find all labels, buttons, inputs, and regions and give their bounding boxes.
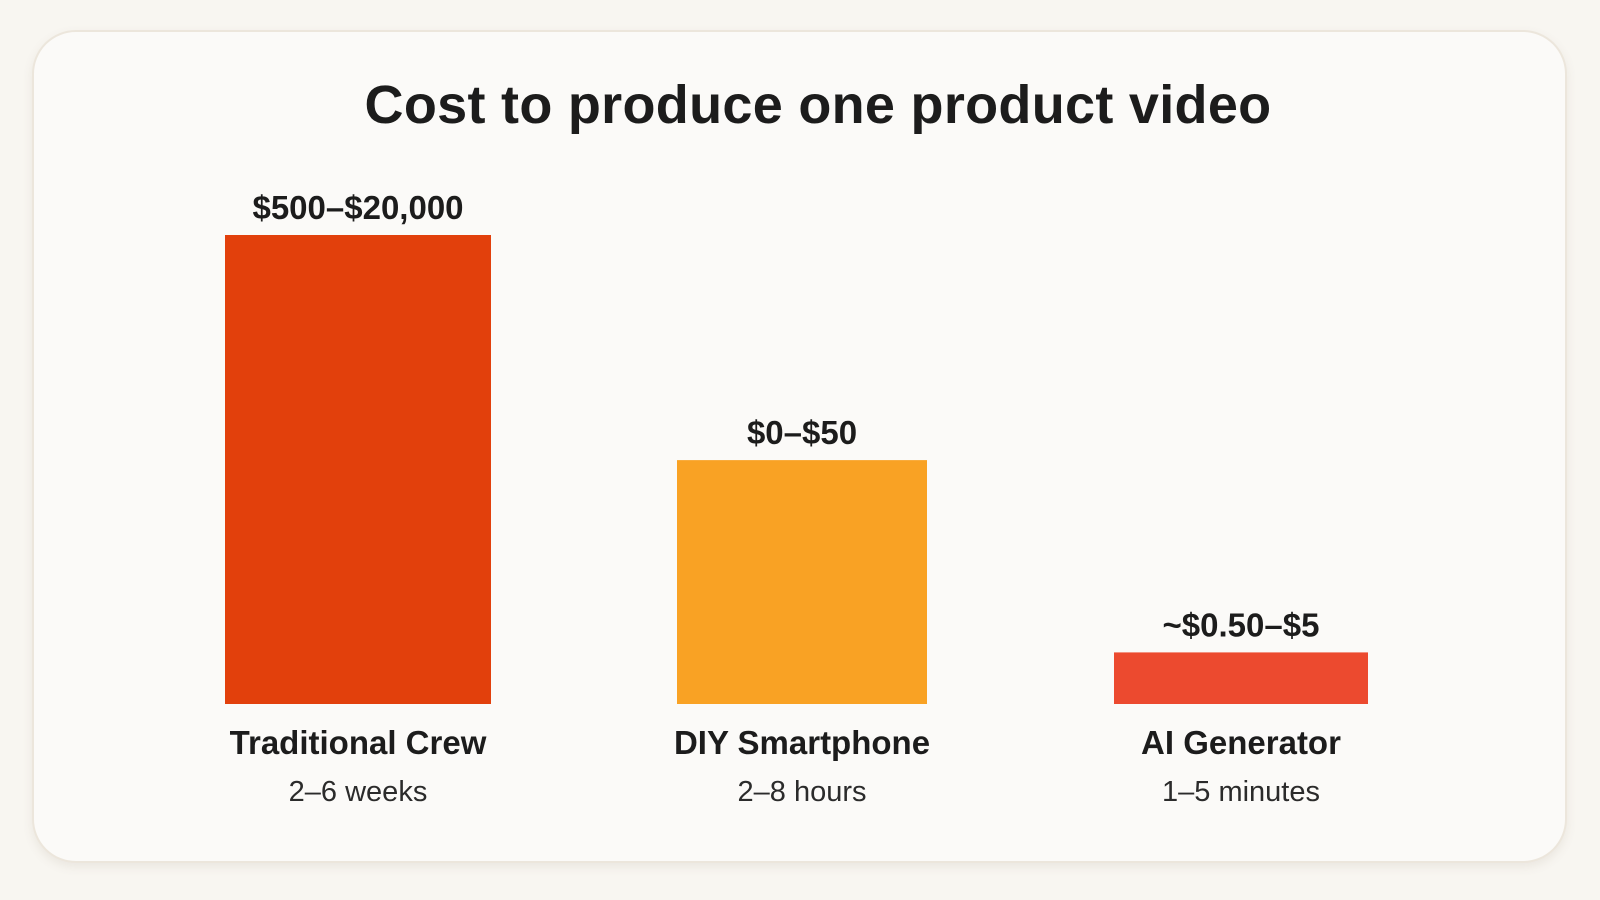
bar-2 [1114, 652, 1368, 704]
chart-title: Cost to produce one product video [364, 75, 1272, 135]
bar-0 [225, 235, 491, 704]
time-sublabel: 2–8 hours [738, 776, 867, 808]
time-sublabel: 1–5 minutes [1162, 776, 1320, 808]
category-label: AI Generator [1141, 724, 1341, 761]
bar-value-label: $500–$20,000 [252, 189, 463, 226]
category-label: Traditional Crew [230, 724, 487, 761]
bar-1 [677, 460, 927, 704]
category-label: DIY Smartphone [674, 724, 930, 761]
time-sublabel: 2–6 weeks [289, 776, 428, 808]
bar-value-label: ~$0.50–$5 [1163, 606, 1320, 643]
bar-value-label: $0–$50 [747, 414, 857, 451]
